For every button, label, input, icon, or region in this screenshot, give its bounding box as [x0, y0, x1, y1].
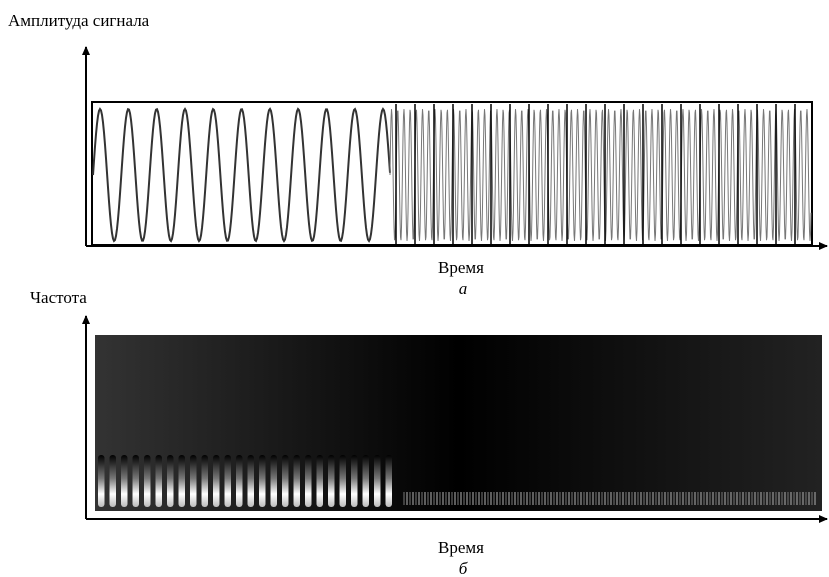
caption: а	[459, 279, 468, 298]
low-frequency-band	[293, 455, 300, 507]
low-frequency-band	[270, 455, 277, 507]
low-frequency-band	[328, 455, 335, 507]
low-frequency-band	[224, 455, 231, 507]
y-axis-label: Частота	[30, 288, 87, 307]
low-frequency-band	[305, 455, 312, 507]
low-frequency-band	[351, 455, 358, 507]
low-frequency-band	[121, 455, 128, 507]
x-axis-label: Время	[438, 538, 484, 557]
low-frequency-band	[213, 455, 220, 507]
low-frequency-band	[178, 455, 185, 507]
spectrogram-bands	[98, 455, 816, 507]
low-frequency-band	[155, 455, 162, 507]
low-frequency-band	[167, 455, 174, 507]
low-frequency-band	[362, 455, 369, 507]
high-frequency-wave	[389, 109, 812, 241]
low-frequency-band	[316, 455, 323, 507]
low-frequency-band	[282, 455, 289, 507]
signal-waveform	[92, 104, 812, 244]
low-frequency-band	[236, 455, 243, 507]
low-frequency-band	[374, 455, 381, 507]
low-frequency-band	[259, 455, 266, 507]
low-frequency-band	[98, 455, 105, 507]
low-frequency-band	[339, 455, 346, 507]
low-frequency-band	[132, 455, 139, 507]
low-frequency-wave	[92, 107, 391, 243]
low-frequency-band	[247, 455, 254, 507]
low-frequency-band	[144, 455, 151, 507]
low-frequency-band	[201, 455, 208, 507]
low-frequency-band	[385, 455, 392, 507]
x-axis-label: Время	[438, 258, 484, 277]
low-frequency-band	[109, 455, 116, 507]
caption: б	[459, 559, 468, 577]
low-frequency-band	[190, 455, 197, 507]
y-axis-label: Амплитуда сигнала	[8, 11, 150, 30]
